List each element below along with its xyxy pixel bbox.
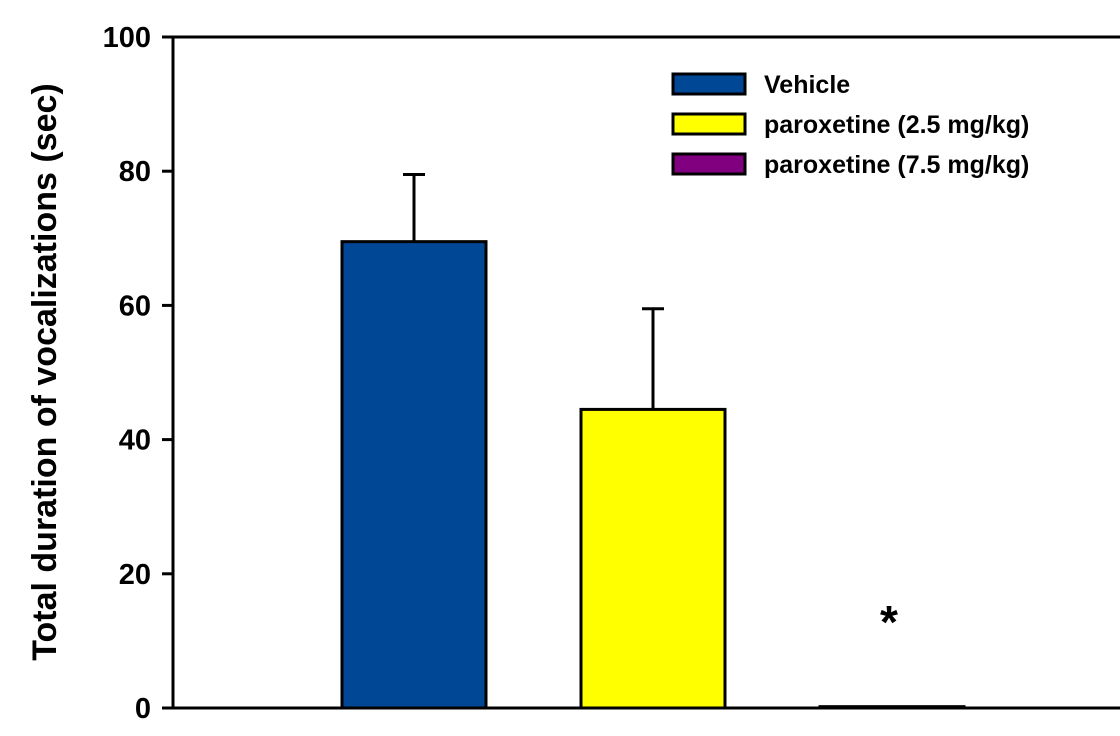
y-axis-title: Total duration of vocalizations (sec) xyxy=(26,83,64,660)
axes-group xyxy=(171,35,1120,710)
y-tick-label: 80 xyxy=(119,156,151,188)
annotations-group: * xyxy=(880,596,898,648)
legend-swatch xyxy=(671,152,747,176)
legend-label: paroxetine (2.5 mg/kg) xyxy=(764,111,1029,139)
bar xyxy=(340,240,488,710)
legend-label: paroxetine (7.5 mg/kg) xyxy=(764,151,1029,179)
y-tick-label: 20 xyxy=(119,559,151,591)
y-tick-label: 0 xyxy=(135,693,151,725)
y-tick-label: 60 xyxy=(119,290,151,322)
y-tick-label: 40 xyxy=(119,425,151,457)
significance-asterisk: * xyxy=(880,596,898,648)
y-tick-label: 100 xyxy=(103,22,151,54)
y-axis-ticks: 0 20 40 60 80 100 xyxy=(103,22,173,725)
bar xyxy=(579,407,727,710)
error-bars-group xyxy=(403,173,664,410)
legend-swatch xyxy=(671,112,747,136)
bars-group xyxy=(340,240,966,710)
legend: Vehicle paroxetine (2.5 mg/kg) paroxetine … xyxy=(671,71,1029,179)
legend-label: Vehicle xyxy=(764,71,850,99)
legend-swatch xyxy=(671,72,747,96)
